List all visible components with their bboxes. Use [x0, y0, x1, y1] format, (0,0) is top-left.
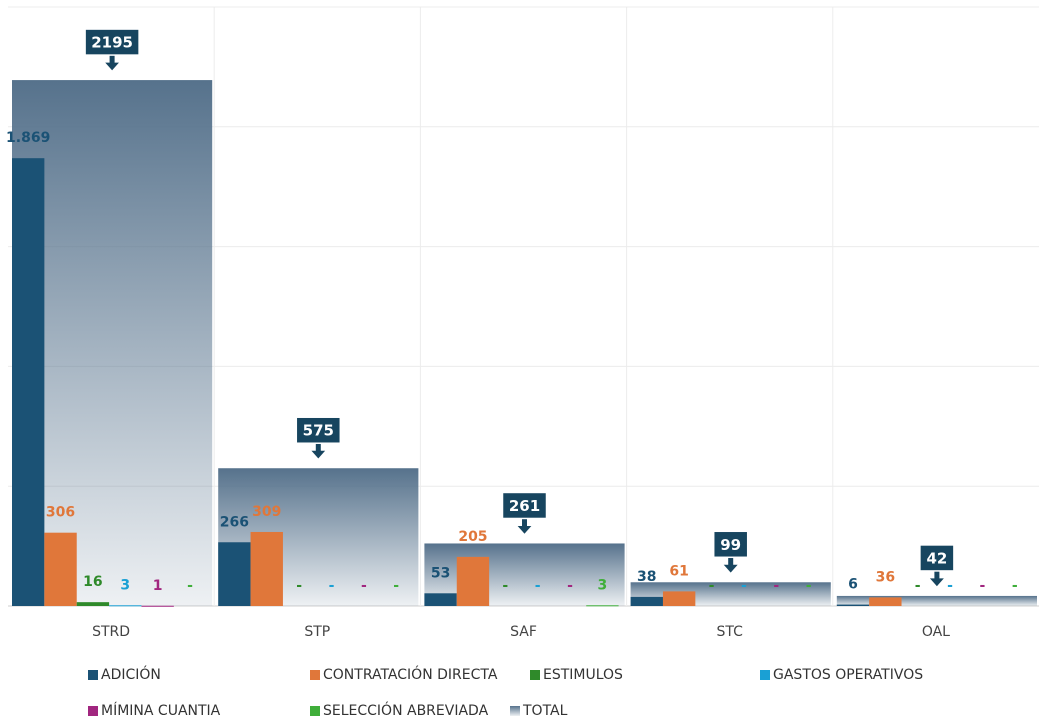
- legend-label: CONTRATACIÓN DIRECTA: [323, 665, 498, 683]
- data-label: 53: [431, 565, 450, 581]
- data-label: 1.869: [6, 130, 50, 146]
- callout-arrow: [102, 53, 122, 72]
- x-tick-label: STRD: [92, 624, 130, 640]
- data-label: -: [773, 578, 779, 594]
- legend-swatch: [88, 706, 98, 716]
- data-label: -: [915, 578, 921, 594]
- data-label: -: [361, 578, 367, 594]
- x-tick-label: STC: [716, 624, 743, 640]
- callout-arrow: [927, 569, 947, 588]
- data-label: -: [947, 578, 953, 594]
- data-label: -: [187, 578, 193, 594]
- bar: [836, 604, 870, 606]
- legend-label: MÍMINA CUANTIA: [101, 702, 221, 719]
- bar: [869, 597, 902, 606]
- total-label: 2195: [91, 34, 133, 52]
- callout-box: [712, 530, 749, 559]
- data-label: -: [980, 578, 986, 594]
- legend-label: GASTOS OPERATIVOS: [773, 667, 923, 683]
- bar: [586, 605, 619, 607]
- total-label: 575: [303, 422, 334, 440]
- legend-swatch: [510, 706, 520, 716]
- data-label: 38: [637, 569, 656, 585]
- bar: [424, 593, 457, 606]
- total-bar: [836, 595, 1037, 606]
- x-tick-label: STP: [304, 624, 330, 640]
- data-label: 306: [46, 505, 75, 521]
- data-label: -: [535, 578, 541, 594]
- legend-swatch: [530, 670, 540, 680]
- data-label: 3: [598, 577, 608, 593]
- legend-swatch: [88, 670, 98, 680]
- data-label: 16: [83, 574, 102, 590]
- x-tick-label: OAL: [922, 624, 950, 640]
- data-label: -: [806, 578, 812, 594]
- data-label: -: [741, 578, 747, 594]
- data-label: -: [567, 578, 573, 594]
- bar: [218, 542, 251, 606]
- legend-swatch: [310, 706, 320, 716]
- legend-label: TOTAL: [522, 703, 568, 719]
- data-label: 266: [220, 514, 249, 530]
- data-label: -: [329, 578, 335, 594]
- legend-label: ESTIMULOS: [543, 667, 623, 683]
- callout-box: [501, 491, 548, 520]
- data-label: 61: [669, 563, 688, 579]
- callout-arrow: [309, 441, 328, 460]
- total-label: 42: [926, 549, 947, 567]
- data-label: 36: [876, 569, 895, 585]
- callout-box: [295, 416, 342, 444]
- bar: [76, 602, 110, 606]
- data-label: -: [1012, 578, 1018, 594]
- callout-box: [84, 28, 140, 56]
- callout-arrow: [515, 516, 534, 536]
- callout-arrow: [721, 555, 740, 575]
- bar: [456, 556, 490, 606]
- data-label: 309: [252, 504, 281, 520]
- bar: [662, 591, 696, 606]
- bar: [44, 532, 77, 606]
- callout-box: [919, 544, 955, 572]
- legend-swatch: [310, 670, 320, 680]
- bar: [250, 531, 283, 606]
- bar: [141, 605, 174, 607]
- total-label: 99: [720, 536, 741, 554]
- data-label: -: [502, 578, 508, 594]
- bar: [12, 158, 45, 606]
- data-label: -: [709, 578, 715, 594]
- data-label: 1: [153, 578, 163, 594]
- bar: [109, 605, 142, 607]
- data-label: -: [393, 578, 399, 594]
- legend-label: ADICIÓN: [101, 665, 161, 683]
- legend-label: SELECCIÓN ABREVIADA: [323, 701, 489, 719]
- total-bar: [12, 80, 213, 606]
- data-label: 3: [120, 577, 130, 593]
- data-label: 6: [848, 577, 858, 593]
- data-label: 205: [458, 529, 487, 545]
- legend-swatch: [760, 670, 770, 680]
- bar: [630, 596, 663, 606]
- x-tick-label: SAF: [510, 624, 537, 640]
- total-label: 261: [509, 497, 540, 515]
- data-label: -: [296, 578, 302, 594]
